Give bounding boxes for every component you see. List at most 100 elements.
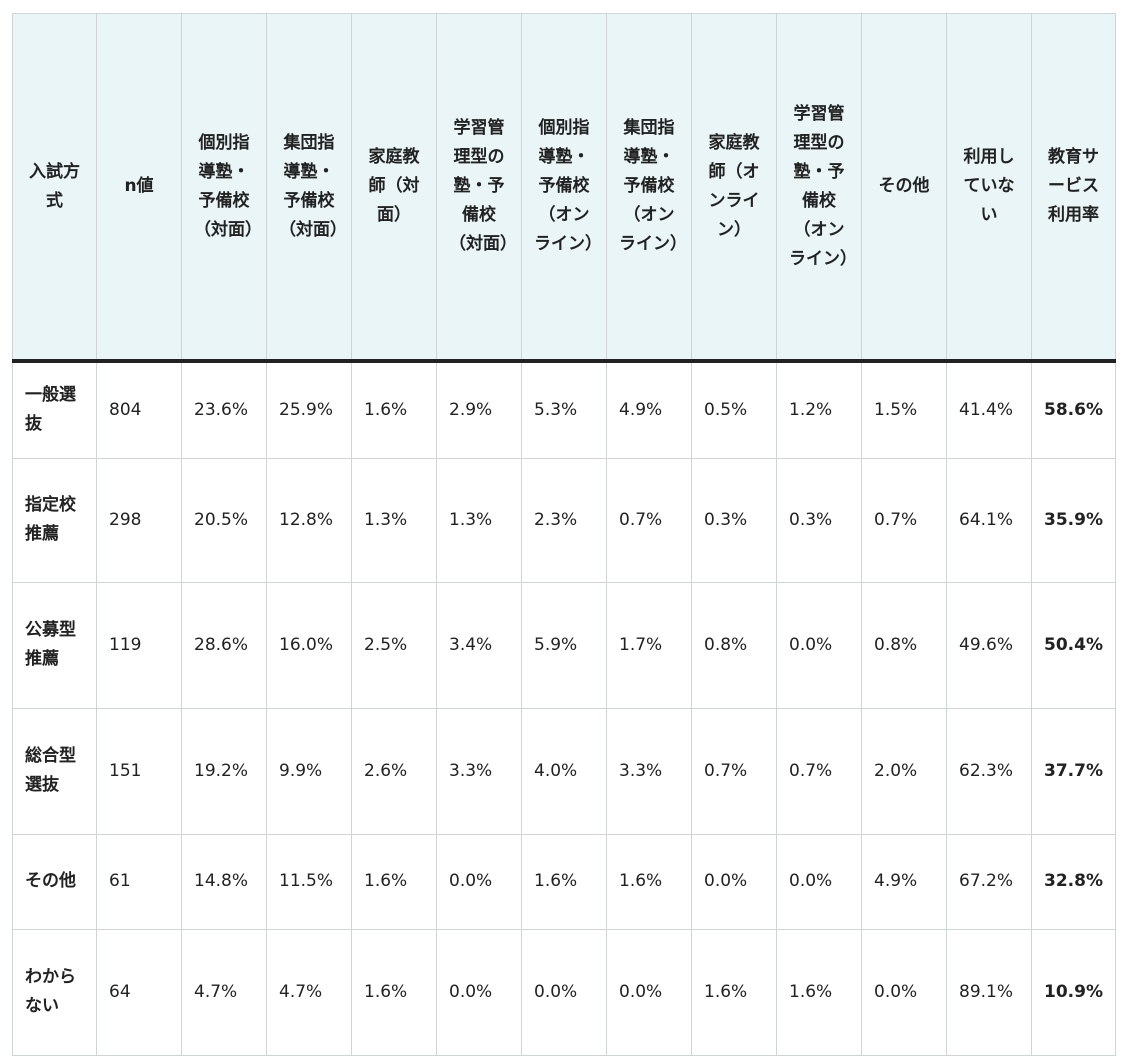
cell-value: 0.0% <box>436 928 522 1056</box>
cell-value: 2.0% <box>861 707 947 835</box>
cell-value: 0.0% <box>521 928 607 1056</box>
table-container: 入試方式 n値 個別指導塾・予備校（対面） 集団指導塾・予備校（対面） 家庭教師… <box>12 13 1116 1056</box>
cell-value: 4.9% <box>606 360 692 459</box>
header-tutor-online: 家庭教師（オンライン） <box>691 13 777 362</box>
cell-value: 0.0% <box>436 833 522 930</box>
cell-value: 0.8% <box>861 581 947 709</box>
cell-value: 2.6% <box>351 707 437 835</box>
header-n-value: n値 <box>96 13 182 362</box>
table-row: その他 61 14.8% 11.5% 1.6% 0.0% 1.6% 1.6% 0… <box>12 833 1116 930</box>
cell-value: 1.6% <box>606 833 692 930</box>
header-managed-cram-online: 学習管理型の塾・予備校（オンライン） <box>776 13 862 362</box>
cell-value: 3.3% <box>606 707 692 835</box>
header-individual-cram-inperson: 個別指導塾・予備校（対面） <box>181 13 267 362</box>
cell-value: 49.6% <box>946 581 1032 709</box>
header-usage-rate: 教育サービス利用率 <box>1031 13 1116 362</box>
header-not-used: 利用していない <box>946 13 1032 362</box>
cell-value: 3.4% <box>436 581 522 709</box>
cell-value: 5.9% <box>521 581 607 709</box>
cell-value: 0.0% <box>776 833 862 930</box>
header-other: その他 <box>861 13 947 362</box>
cell-n: 64 <box>96 928 182 1056</box>
cell-value: 0.7% <box>691 707 777 835</box>
cell-value: 5.3% <box>521 360 607 459</box>
table-row: 指定校推薦 298 20.5% 12.8% 1.3% 1.3% 2.3% 0.7… <box>12 457 1116 583</box>
cell-value: 1.7% <box>606 581 692 709</box>
cell-value: 28.6% <box>181 581 267 709</box>
table-row: わからない 64 4.7% 4.7% 1.6% 0.0% 0.0% 0.0% 1… <box>12 928 1116 1056</box>
cell-value: 0.5% <box>691 360 777 459</box>
cell-value: 1.6% <box>351 360 437 459</box>
row-method-label: 一般選抜 <box>12 360 97 459</box>
row-method-label: わからない <box>12 928 97 1056</box>
cell-value: 0.7% <box>776 707 862 835</box>
cell-value: 0.0% <box>606 928 692 1056</box>
survey-table: 入試方式 n値 個別指導塾・予備校（対面） 集団指導塾・予備校（対面） 家庭教師… <box>12 13 1116 1056</box>
cell-usage-rate: 58.6% <box>1031 360 1116 459</box>
cell-value: 4.0% <box>521 707 607 835</box>
row-method-label: その他 <box>12 833 97 930</box>
cell-value: 4.7% <box>181 928 267 1056</box>
cell-value: 4.7% <box>266 928 352 1056</box>
cell-n: 804 <box>96 360 182 459</box>
header-managed-cram-inperson: 学習管理型の塾・予備校（対面） <box>436 13 522 362</box>
cell-value: 0.0% <box>776 581 862 709</box>
cell-usage-rate: 37.7% <box>1031 707 1116 835</box>
cell-value: 1.6% <box>351 833 437 930</box>
cell-value: 12.8% <box>266 457 352 583</box>
cell-value: 14.8% <box>181 833 267 930</box>
cell-value: 25.9% <box>266 360 352 459</box>
header-entrance-method: 入試方式 <box>12 13 97 362</box>
cell-value: 89.1% <box>946 928 1032 1056</box>
cell-value: 0.7% <box>606 457 692 583</box>
cell-value: 1.3% <box>351 457 437 583</box>
cell-value: 1.6% <box>776 928 862 1056</box>
cell-value: 0.0% <box>691 833 777 930</box>
cell-value: 9.9% <box>266 707 352 835</box>
cell-value: 1.5% <box>861 360 947 459</box>
cell-value: 1.3% <box>436 457 522 583</box>
cell-value: 0.7% <box>861 457 947 583</box>
cell-value: 41.4% <box>946 360 1032 459</box>
header-individual-cram-online: 個別指導塾・予備校（オンライン） <box>521 13 607 362</box>
cell-value: 20.5% <box>181 457 267 583</box>
cell-value: 3.3% <box>436 707 522 835</box>
cell-value: 16.0% <box>266 581 352 709</box>
row-method-label: 指定校推薦 <box>12 457 97 583</box>
cell-value: 0.0% <box>861 928 947 1056</box>
header-tutor-inperson: 家庭教師（対面） <box>351 13 437 362</box>
table-row: 総合型選抜 151 19.2% 9.9% 2.6% 3.3% 4.0% 3.3%… <box>12 707 1116 835</box>
cell-usage-rate: 10.9% <box>1031 928 1116 1056</box>
header-group-cram-online: 集団指導塾・予備校（オンライン） <box>606 13 692 362</box>
cell-value: 19.2% <box>181 707 267 835</box>
cell-value: 4.9% <box>861 833 947 930</box>
cell-value: 1.6% <box>521 833 607 930</box>
cell-n: 61 <box>96 833 182 930</box>
cell-value: 0.3% <box>691 457 777 583</box>
row-method-label: 総合型選抜 <box>12 707 97 835</box>
table-row: 公募型推薦 119 28.6% 16.0% 2.5% 3.4% 5.9% 1.7… <box>12 581 1116 709</box>
cell-usage-rate: 50.4% <box>1031 581 1116 709</box>
header-row: 入試方式 n値 個別指導塾・予備校（対面） 集団指導塾・予備校（対面） 家庭教師… <box>12 13 1116 362</box>
cell-value: 1.6% <box>351 928 437 1056</box>
cell-n: 119 <box>96 581 182 709</box>
cell-value: 1.6% <box>691 928 777 1056</box>
cell-usage-rate: 32.8% <box>1031 833 1116 930</box>
cell-value: 67.2% <box>946 833 1032 930</box>
cell-n: 151 <box>96 707 182 835</box>
header-group-cram-inperson: 集団指導塾・予備校（対面） <box>266 13 352 362</box>
cell-value: 62.3% <box>946 707 1032 835</box>
cell-n: 298 <box>96 457 182 583</box>
table-row: 一般選抜 804 23.6% 25.9% 1.6% 2.9% 5.3% 4.9%… <box>12 360 1116 459</box>
cell-value: 11.5% <box>266 833 352 930</box>
cell-value: 23.6% <box>181 360 267 459</box>
row-method-label: 公募型推薦 <box>12 581 97 709</box>
cell-value: 2.3% <box>521 457 607 583</box>
cell-value: 0.8% <box>691 581 777 709</box>
cell-value: 0.3% <box>776 457 862 583</box>
cell-value: 1.2% <box>776 360 862 459</box>
cell-value: 2.9% <box>436 360 522 459</box>
cell-usage-rate: 35.9% <box>1031 457 1116 583</box>
cell-value: 2.5% <box>351 581 437 709</box>
cell-value: 64.1% <box>946 457 1032 583</box>
